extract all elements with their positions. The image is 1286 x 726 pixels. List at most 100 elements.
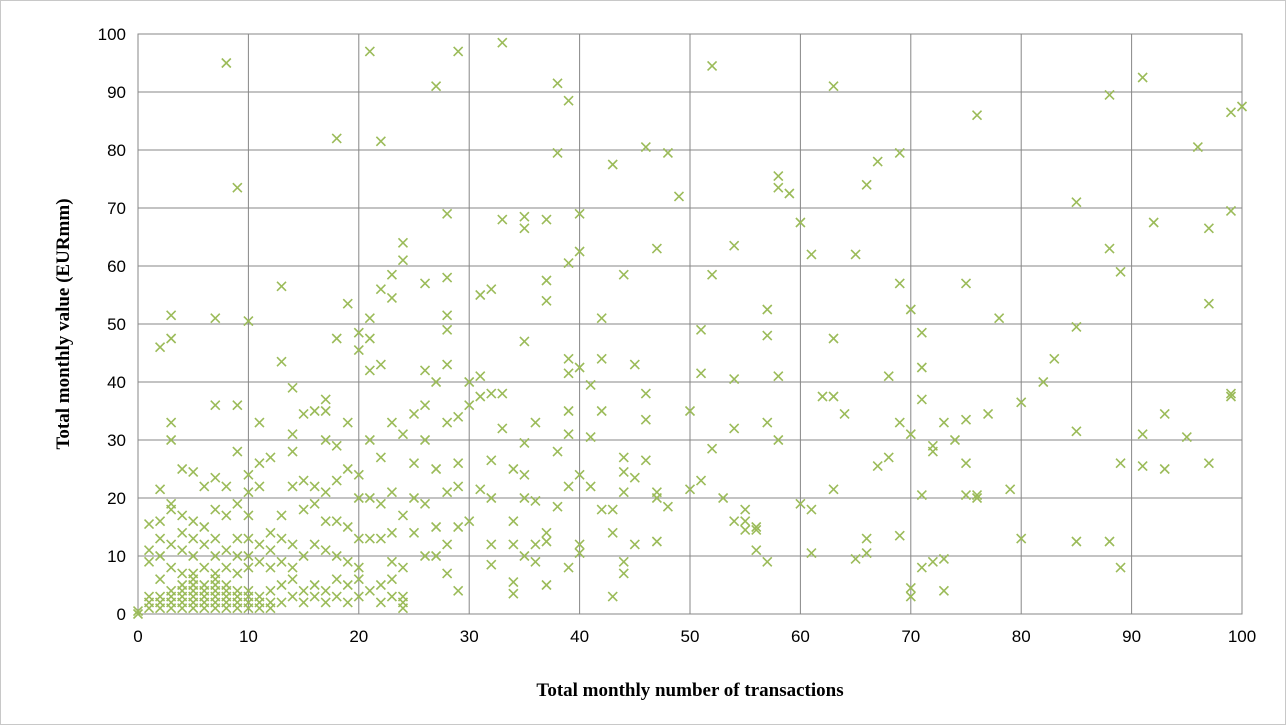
data-point (718, 492, 729, 504)
data-point (618, 269, 629, 280)
data-point (342, 597, 353, 608)
data-point (298, 504, 309, 515)
data-point (541, 275, 552, 286)
data-point (607, 159, 618, 170)
data-point (541, 214, 552, 225)
data-point (795, 498, 806, 509)
data-point (1225, 107, 1237, 118)
data-point (740, 524, 751, 535)
data-point (364, 533, 375, 544)
y-tick-label: 40 (107, 373, 126, 392)
data-point (883, 452, 894, 463)
x-tick-label: 20 (349, 627, 368, 646)
data-point (177, 568, 188, 579)
data-point (552, 446, 563, 457)
data-point (375, 284, 386, 295)
data-point (320, 516, 331, 527)
data-point (464, 376, 475, 388)
data-point (1137, 72, 1148, 83)
y-tick-label: 60 (107, 257, 126, 276)
data-point (232, 585, 243, 596)
data-point (530, 495, 541, 506)
data-point (607, 504, 618, 515)
data-point (1104, 89, 1115, 100)
data-point (254, 458, 265, 469)
data-point (276, 556, 287, 567)
data-point (166, 417, 177, 428)
data-point (596, 313, 607, 324)
data-point (751, 545, 762, 556)
data-point (508, 577, 519, 588)
data-point (353, 533, 364, 544)
data-point (199, 562, 210, 573)
data-point (519, 492, 530, 504)
data-point (188, 516, 199, 527)
data-point (431, 81, 442, 92)
data-point (375, 359, 386, 370)
data-point (1181, 432, 1192, 443)
data-point (1159, 463, 1170, 475)
data-point (232, 550, 243, 562)
data-point (927, 556, 938, 567)
data-point (729, 240, 740, 251)
data-point (232, 498, 243, 509)
data-point (210, 313, 221, 324)
data-point (221, 510, 232, 521)
data-point (662, 147, 673, 158)
data-point (1115, 562, 1126, 573)
data-point (232, 182, 243, 193)
data-point (353, 591, 364, 602)
data-point (331, 440, 342, 451)
data-point (155, 484, 166, 495)
data-point (320, 434, 331, 446)
data-point (1016, 533, 1027, 544)
data-point (254, 481, 265, 492)
data-point (707, 60, 718, 71)
data-point (486, 559, 497, 570)
data-point (386, 591, 397, 602)
data-point (442, 539, 453, 550)
data-point (177, 527, 188, 538)
data-point (364, 333, 375, 344)
data-point (1016, 397, 1027, 408)
x-tick-label: 50 (681, 627, 700, 646)
data-point (364, 365, 375, 376)
data-point (651, 536, 662, 547)
data-point (894, 417, 905, 428)
data-point (850, 249, 861, 260)
data-point (188, 550, 199, 562)
data-point (1203, 458, 1214, 469)
data-points (132, 37, 1248, 620)
data-point (618, 466, 629, 477)
data-point (938, 417, 949, 428)
data-point (265, 545, 276, 556)
data-point (287, 382, 298, 393)
data-point (629, 359, 640, 370)
data-point (342, 521, 353, 533)
x-axis-tick-labels: 0 10 20 30 40 50 60 70 80 90 100 (133, 627, 1256, 646)
data-point (1137, 429, 1148, 440)
data-point (872, 461, 883, 472)
data-point (563, 95, 574, 106)
data-point (1225, 388, 1237, 399)
data-point (199, 579, 210, 591)
data-point (309, 539, 320, 550)
data-point (916, 490, 927, 501)
data-point (574, 362, 585, 373)
data-point (983, 408, 994, 419)
data-point (1225, 205, 1237, 216)
data-point (795, 217, 806, 228)
data-point (1071, 536, 1082, 547)
data-point (530, 556, 541, 567)
x-tick-label: 30 (460, 627, 479, 646)
data-point (1203, 298, 1214, 309)
data-point (397, 562, 409, 573)
y-tick-label: 20 (107, 489, 126, 508)
data-point (453, 521, 464, 533)
data-point (464, 400, 475, 411)
data-point (243, 585, 254, 596)
data-point (497, 388, 508, 399)
x-tick-label: 90 (1122, 627, 1141, 646)
data-point (331, 133, 342, 144)
data-point (331, 475, 342, 486)
